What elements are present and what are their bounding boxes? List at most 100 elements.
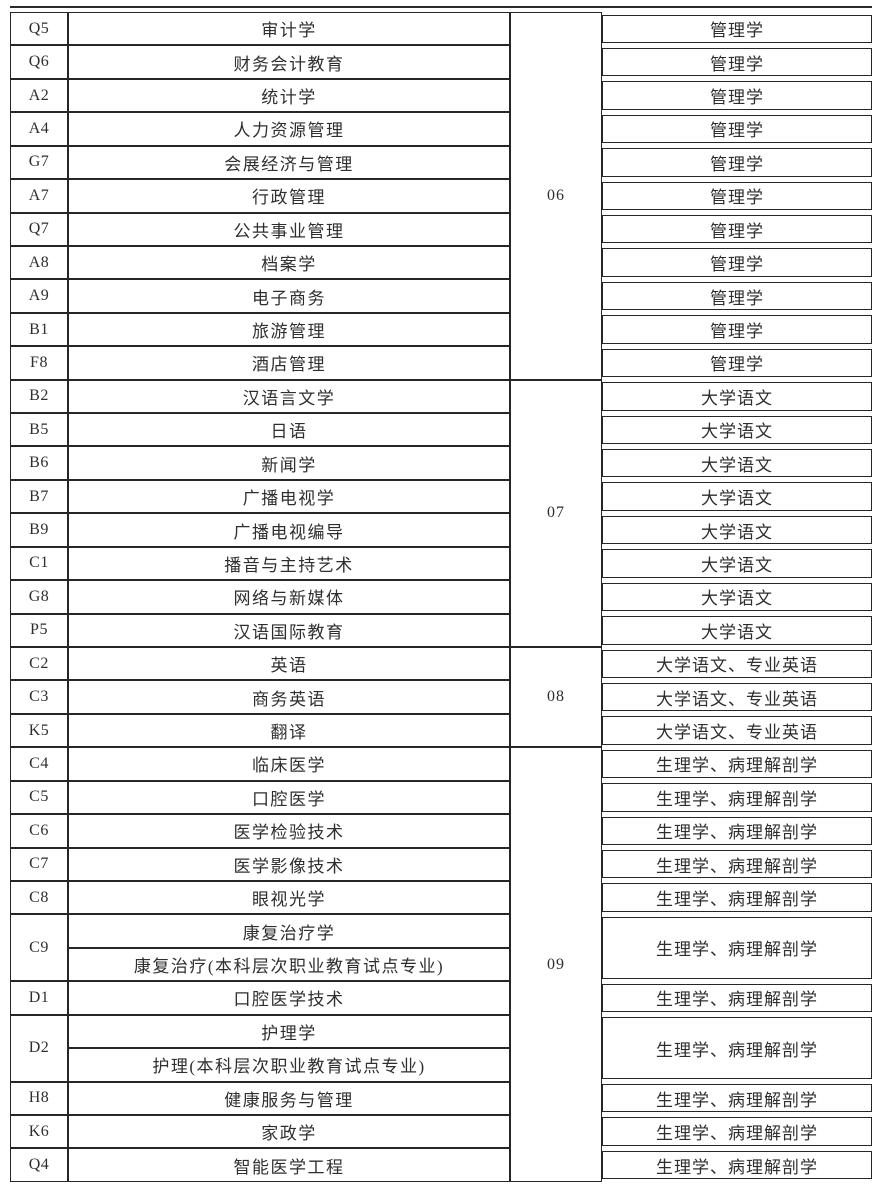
exam-subjects-table: Q5 审计学 管理学 Q6 财务会计教育 管理学 A2 统计学 管理学 A4 人力资源管理 管理学 G7… xyxy=(10,12,872,1182)
major-cell: 康复治疗(本科层次职业教育试点专业) xyxy=(68,947,510,982)
code-cell: B7 xyxy=(10,479,68,514)
major-cell: 汉语国际教育 xyxy=(68,613,510,648)
code-cell: A2 xyxy=(10,78,68,113)
major-cell: 审计学 xyxy=(68,12,510,46)
code-cell: A4 xyxy=(10,112,68,146)
subject-cell: 生理学、病理解剖学 xyxy=(602,883,872,912)
major-cell: 行政管理 xyxy=(68,179,510,213)
major-cell: 财务会计教育 xyxy=(68,45,510,79)
subject-cell: 管理学 xyxy=(602,315,872,344)
major-cell: 口腔医学技术 xyxy=(68,981,510,1015)
subject-cell: 大学语文、专业英语 xyxy=(602,682,872,712)
subject-cell: 大学语文 xyxy=(602,582,872,612)
subject-cell: 管理学 xyxy=(602,281,872,311)
group-cell: 09 xyxy=(510,747,602,1182)
major-cell: 会展经济与管理 xyxy=(68,145,510,180)
subject-cell: 管理学 xyxy=(602,114,872,144)
subject-cell: 管理学 xyxy=(602,81,872,110)
major-cell: 医学影像技术 xyxy=(68,847,510,881)
subject-cell: 管理学 xyxy=(602,47,872,77)
code-cell: B5 xyxy=(10,413,68,447)
major-cell: 康复治疗学 xyxy=(68,914,510,948)
code-cell: A9 xyxy=(10,279,68,313)
major-cell: 健康服务与管理 xyxy=(68,1081,510,1115)
code-cell: B9 xyxy=(10,513,68,547)
subject-cell: 生理学、病理解剖学 xyxy=(602,983,872,1013)
subject-cell: 大学语文 xyxy=(602,448,872,478)
major-cell: 护理(本科层次职业教育试点专业) xyxy=(68,1048,510,1082)
code-cell: Q6 xyxy=(10,45,68,79)
group-cell: 06 xyxy=(510,12,602,380)
code-cell: G7 xyxy=(10,145,68,180)
code-cell: B6 xyxy=(10,446,68,480)
subject-cell: 生理学、病理解剖学 xyxy=(602,1117,872,1146)
subject-cell: 大学语文 xyxy=(602,482,872,511)
code-cell: C1 xyxy=(10,546,68,581)
major-cell: 酒店管理 xyxy=(68,346,510,380)
major-cell: 临床医学 xyxy=(68,747,510,781)
group-cell: 08 xyxy=(510,647,602,748)
code-cell: Q4 xyxy=(10,1148,68,1182)
code-cell: D2 xyxy=(10,1014,68,1082)
subject-cell: 管理学 xyxy=(602,215,872,244)
major-cell: 电子商务 xyxy=(68,279,510,313)
subject-cell: 管理学 xyxy=(602,148,872,177)
code-cell: F8 xyxy=(10,346,68,380)
subject-cell: 大学语文 xyxy=(602,515,872,545)
subject-cell: 生理学、病理解剖学 xyxy=(602,1150,872,1180)
major-cell: 医学检验技术 xyxy=(68,814,510,848)
major-cell: 翻译 xyxy=(68,713,510,748)
code-cell: C6 xyxy=(10,814,68,848)
subject-cell: 生理学、病理解剖学 xyxy=(602,850,872,879)
subject-cell: 大学语文、专业英语 xyxy=(602,649,872,678)
major-cell: 日语 xyxy=(68,413,510,447)
code-cell: K5 xyxy=(10,713,68,748)
major-cell: 公共事业管理 xyxy=(68,212,510,246)
major-cell: 口腔医学 xyxy=(68,780,510,815)
major-cell: 英语 xyxy=(68,647,510,681)
subject-cell: 生理学、病理解剖学 xyxy=(602,1017,872,1079)
major-cell: 新闻学 xyxy=(68,446,510,480)
subject-cell: 生理学、病理解剖学 xyxy=(602,816,872,846)
code-cell: G8 xyxy=(10,580,68,614)
subject-cell: 大学语文 xyxy=(602,415,872,444)
code-cell: B1 xyxy=(10,312,68,347)
code-cell: K6 xyxy=(10,1114,68,1149)
code-cell: Q5 xyxy=(10,12,68,46)
major-cell: 护理学 xyxy=(68,1014,510,1049)
subject-cell: 生理学、病理解剖学 xyxy=(602,749,872,779)
major-cell: 网络与新媒体 xyxy=(68,580,510,614)
major-cell: 广播电视编导 xyxy=(68,513,510,547)
code-cell: A7 xyxy=(10,179,68,213)
table-top-remnant-border xyxy=(10,6,872,8)
code-cell: C4 xyxy=(10,747,68,781)
major-cell: 统计学 xyxy=(68,78,510,113)
major-cell: 智能医学工程 xyxy=(68,1148,510,1182)
subject-cell: 管理学 xyxy=(602,14,872,43)
major-cell: 家政学 xyxy=(68,1114,510,1149)
major-cell: 播音与主持艺术 xyxy=(68,546,510,581)
major-cell: 汉语言文学 xyxy=(68,379,510,414)
code-cell: B2 xyxy=(10,379,68,414)
subject-cell: 生理学、病理解剖学 xyxy=(602,1084,872,1113)
code-cell: H8 xyxy=(10,1081,68,1115)
major-cell: 人力资源管理 xyxy=(68,112,510,146)
code-cell: Q7 xyxy=(10,212,68,246)
subject-cell: 大学语文 xyxy=(602,549,872,578)
code-cell: C5 xyxy=(10,780,68,815)
major-cell: 广播电视学 xyxy=(68,479,510,514)
subject-cell: 管理学 xyxy=(602,248,872,277)
group-cell: 07 xyxy=(510,379,602,648)
major-cell: 眼视光学 xyxy=(68,880,510,915)
code-cell: D1 xyxy=(10,981,68,1015)
subject-cell: 管理学 xyxy=(602,181,872,211)
major-cell: 商务英语 xyxy=(68,680,510,714)
code-cell: C3 xyxy=(10,680,68,714)
code-cell: P5 xyxy=(10,613,68,648)
subject-cell: 大学语文 xyxy=(602,382,872,411)
major-cell: 档案学 xyxy=(68,245,510,280)
code-cell: A8 xyxy=(10,245,68,280)
code-cell: C8 xyxy=(10,880,68,915)
subject-cell: 生理学、病理解剖学 xyxy=(602,916,872,979)
